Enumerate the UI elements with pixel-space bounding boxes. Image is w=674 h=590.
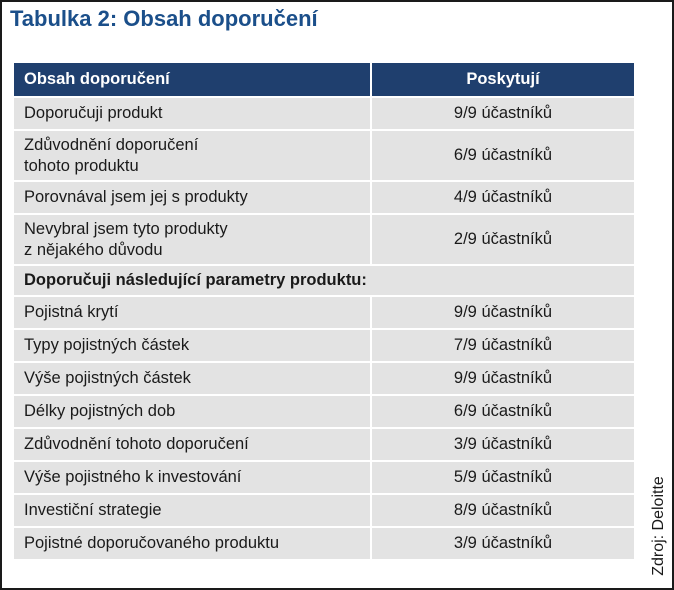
table-row: Investiční strategie 8/9 účastníků [14, 495, 634, 526]
table-header-row: Obsah doporučení Poskytují [14, 63, 634, 96]
row-value: 9/9 účastníků [372, 297, 634, 328]
row-label: Výše pojistných částek [14, 363, 370, 394]
row-label: Výše pojistného k investování [14, 462, 370, 493]
row-label-line: Porovnával jsem jej s produkty [24, 188, 248, 206]
table-row: Délky pojistných dob 6/9 účastníků [14, 396, 634, 427]
section-label: Doporučuji následující parametry produkt… [14, 266, 634, 295]
row-label: Pojistné doporučovaného produktu [14, 528, 370, 559]
table-row: Doporučuji produkt 9/9 účastníků [14, 98, 634, 129]
section-row: Doporučuji následující parametry produkt… [14, 266, 634, 295]
table-row: Porovnával jsem jej s produkty 4/9 účast… [14, 182, 634, 213]
row-value: 2/9 účastníků [372, 215, 634, 264]
row-label: Nevybral jsem tyto produkty z nějakého dů… [14, 215, 370, 264]
row-value: 6/9 účastníků [372, 396, 634, 427]
row-value: 7/9 účastníků [372, 330, 634, 361]
column-header-provided: Poskytují [372, 63, 634, 96]
row-value: 3/9 účastníků [372, 429, 634, 460]
row-label-line: Nevybral jsem tyto produkty [24, 219, 228, 238]
table-row: Zdůvodnění doporučení tohoto produktu 6/9… [14, 131, 634, 180]
table-row: Pojistná krytí 9/9 účastníků [14, 297, 634, 328]
row-label: Typy pojistných částek [14, 330, 370, 361]
row-value: 9/9 účastníků [372, 98, 634, 129]
table-row: Zdůvodnění tohoto doporučení 3/9 účastní… [14, 429, 634, 460]
row-value: 8/9 účastníků [372, 495, 634, 526]
table-row: Nevybral jsem tyto produkty z nějakého dů… [14, 215, 634, 264]
row-label: Porovnával jsem jej s produkty [14, 182, 370, 213]
row-value: 6/9 účastníků [372, 131, 634, 180]
row-value: 9/9 účastníků [372, 363, 634, 394]
table-row: Výše pojistného k investování 5/9 účastn… [14, 462, 634, 493]
recommendation-table: Obsah doporučení Poskytují Doporučuji pr… [12, 61, 636, 561]
table-row: Typy pojistných částek 7/9 účastníků [14, 330, 634, 361]
row-label: Zdůvodnění doporučení tohoto produktu [14, 131, 370, 180]
row-value: 5/9 účastníků [372, 462, 634, 493]
row-label: Pojistná krytí [14, 297, 370, 328]
row-label-line: tohoto produktu [24, 156, 139, 175]
table-row: Pojistné doporučovaného produktu 3/9 úča… [14, 528, 634, 559]
row-label: Zdůvodnění tohoto doporučení [14, 429, 370, 460]
table-title: Tabulka 2: Obsah doporučení [10, 6, 318, 31]
source-credit: Zdroj: Deloitte [650, 476, 667, 576]
table-row: Výše pojistných částek 9/9 účastníků [14, 363, 634, 394]
row-label-line: Doporučuji produkt [24, 104, 163, 122]
row-label: Délky pojistných dob [14, 396, 370, 427]
column-header-content: Obsah doporučení [14, 63, 370, 96]
row-label: Investiční strategie [14, 495, 370, 526]
row-value: 4/9 účastníků [372, 182, 634, 213]
row-label-line: Zdůvodnění doporučení [24, 135, 199, 154]
row-value: 3/9 účastníků [372, 528, 634, 559]
row-label-line: z nějakého důvodu [24, 240, 163, 259]
row-label: Doporučuji produkt [14, 98, 370, 129]
